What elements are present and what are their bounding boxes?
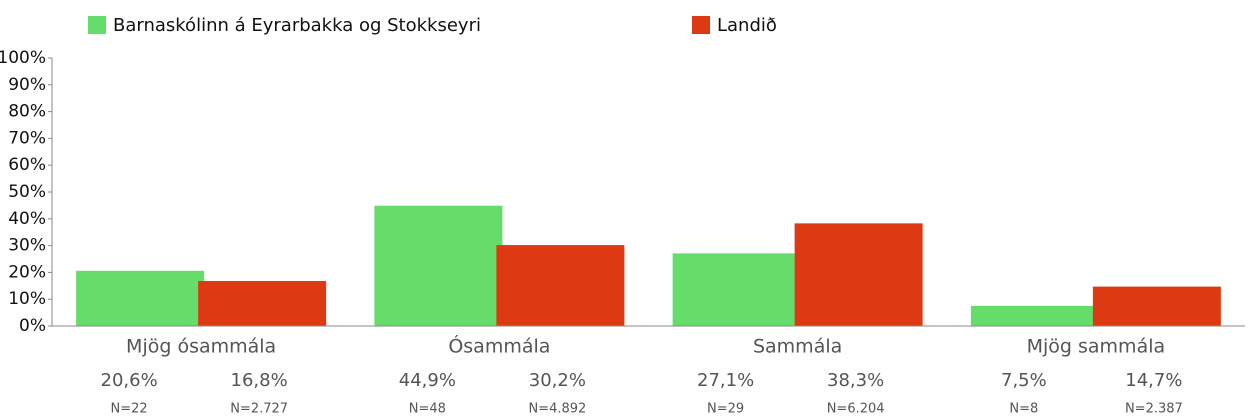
x-tick-label: Mjög ósammála bbox=[126, 336, 276, 358]
y-tick-label: 10% bbox=[8, 289, 46, 309]
n-label: N=48 bbox=[409, 402, 446, 417]
value-label: 27,1% bbox=[697, 370, 754, 391]
y-tick-label: 40% bbox=[8, 209, 46, 229]
legend-label: Barnaskólinn á Eyrarbakka og Stokkseyri bbox=[113, 15, 481, 36]
value-label: 20,6% bbox=[101, 370, 158, 391]
bar bbox=[374, 205, 503, 326]
y-tick-label: 50% bbox=[8, 182, 46, 202]
n-label: N=4.892 bbox=[528, 402, 586, 417]
legend-swatch bbox=[692, 16, 710, 34]
y-tick-label: 70% bbox=[8, 128, 46, 148]
n-label: N=29 bbox=[707, 402, 744, 417]
x-tick-label: Sammála bbox=[753, 336, 842, 358]
y-tick-label: 90% bbox=[8, 75, 46, 95]
bar bbox=[970, 305, 1099, 326]
bar bbox=[496, 245, 625, 326]
x-tick-label: Ósammála bbox=[448, 334, 550, 358]
bar bbox=[794, 223, 923, 326]
y-tick-label: 80% bbox=[8, 102, 46, 122]
y-tick-label: 0% bbox=[19, 316, 46, 336]
legend-label: Landið bbox=[717, 15, 777, 36]
value-label: 44,9% bbox=[399, 370, 456, 391]
bar bbox=[672, 253, 801, 326]
n-label: N=22 bbox=[111, 402, 148, 417]
legend-swatch bbox=[88, 16, 106, 34]
value-label: 7,5% bbox=[1001, 370, 1047, 391]
value-label: 16,8% bbox=[231, 370, 288, 391]
bar bbox=[1092, 286, 1221, 326]
y-tick-label: 30% bbox=[8, 236, 46, 256]
x-tick-label: Mjög sammála bbox=[1027, 336, 1166, 358]
bar bbox=[198, 280, 327, 326]
n-label: N=2.387 bbox=[1125, 402, 1183, 417]
value-label: 38,3% bbox=[827, 370, 884, 391]
y-tick-label: 20% bbox=[8, 262, 46, 282]
y-tick-label: 60% bbox=[8, 155, 46, 175]
bar bbox=[76, 270, 205, 326]
value-label: 30,2% bbox=[529, 370, 586, 391]
n-label: N=8 bbox=[1009, 402, 1038, 417]
value-label: 14,7% bbox=[1125, 370, 1182, 391]
n-label: N=6.204 bbox=[827, 402, 885, 417]
n-label: N=2.727 bbox=[230, 402, 288, 417]
y-tick-label: 100% bbox=[0, 48, 46, 68]
